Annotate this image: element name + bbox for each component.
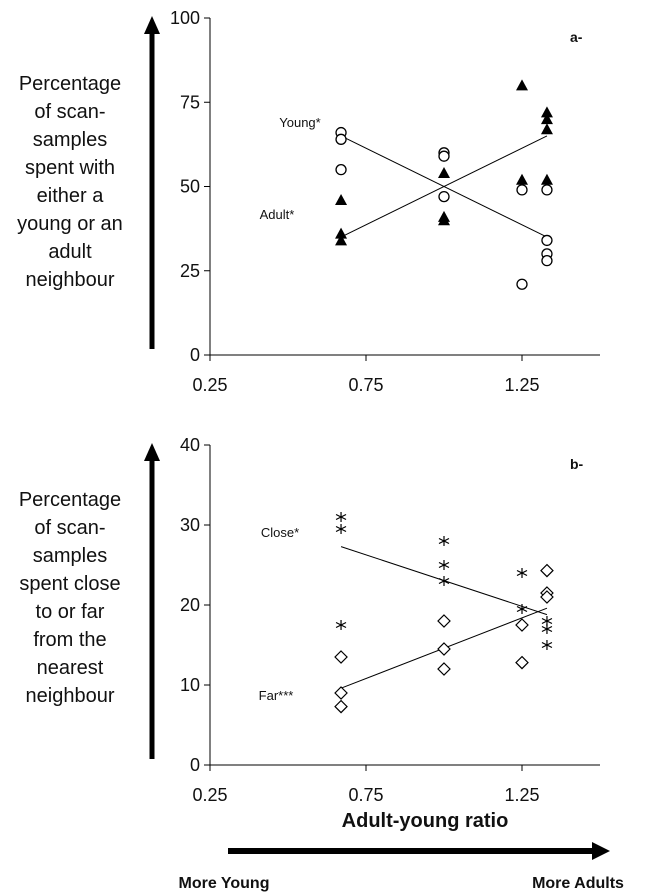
data-point-diamond (334, 699, 348, 714)
data-point-triangle (438, 214, 450, 226)
panel-a-y-axis-label: Percentage of scan- samples spent with e… (17, 73, 123, 291)
x-tick-label: 0.25 (192, 785, 227, 805)
data-point-diamond (515, 618, 529, 632)
y-tick-label: 50 (180, 177, 200, 197)
data-point-diamond (437, 662, 451, 676)
panel-a: 0 25 50 75 100 0.25 0.75 1.25 a- Young* Adult* (144, 8, 600, 395)
data-point-circle (541, 254, 553, 267)
asterisk-stroke (516, 569, 528, 577)
data-point-diamond (334, 686, 348, 700)
asterisk-stroke (335, 513, 347, 521)
panel-b-y-axis-label: Percentage of scan- samples spent close … (18, 489, 122, 707)
asterisk-stroke (335, 621, 347, 629)
y-tick-label: 40 (180, 435, 200, 455)
data-point-triangle (540, 113, 553, 125)
y-tick-label: 75 (180, 92, 200, 112)
data-point-asterisk (335, 620, 347, 630)
asterisk-stroke (335, 525, 347, 533)
data-point-triangle (516, 79, 528, 91)
y-tick-label: 20 (180, 595, 200, 615)
x-direction-arrowhead-icon (592, 842, 610, 860)
y-direction-arrowhead-icon (144, 16, 160, 34)
data-point-circle (335, 133, 347, 145)
data-point-triangle (438, 167, 450, 179)
x-tick-label: 1.25 (504, 785, 539, 805)
data-point-triangle (540, 106, 553, 118)
asterisk-stroke (438, 561, 450, 569)
data-point-diamond (540, 563, 554, 578)
data-point-triangle (540, 173, 553, 185)
data-point-circle (335, 163, 347, 176)
data-point-circle (516, 278, 528, 290)
data-point-asterisk (438, 576, 450, 586)
data-point-diamond (334, 650, 348, 664)
data-point-asterisk (335, 512, 347, 522)
x-axis-title: Adult-young ratio (342, 810, 509, 832)
data-point-asterisk (516, 604, 528, 614)
asterisk-stroke (541, 625, 553, 633)
data-point-triangle (516, 173, 528, 185)
y-tick-label: 30 (180, 515, 200, 535)
x-tick-label: 0.75 (348, 785, 383, 805)
panel-tag: b- (570, 456, 584, 472)
data-point-circle (438, 150, 450, 162)
data-point-triangle (540, 123, 553, 135)
x-tick-label: 1.25 (504, 375, 539, 395)
data-point-asterisk (438, 560, 450, 570)
data-point-circle (516, 184, 528, 196)
asterisk-stroke (541, 641, 553, 649)
y-direction-arrowhead-icon (144, 443, 160, 461)
y-tick-label: 25 (180, 261, 200, 281)
y-tick-label: 10 (180, 675, 200, 695)
data-point-asterisk (438, 536, 450, 546)
data-point-asterisk (516, 568, 528, 578)
x-axis-left-end: More Young (179, 875, 270, 892)
data-point-diamond (540, 590, 554, 604)
data-point-asterisk (541, 624, 553, 634)
data-point-circle (541, 234, 553, 247)
shared-x-axis: Adult-young ratio More Young More Adults (179, 810, 625, 892)
x-tick-label: 0.25 (192, 375, 227, 395)
y-tick-label: 0 (190, 755, 200, 775)
data-point-circle (438, 190, 450, 203)
data-point-triangle (335, 234, 348, 246)
series-label: Close* (261, 525, 299, 540)
series-label: Adult* (260, 207, 295, 222)
trend-line (340, 135, 548, 238)
series-label: Young* (279, 115, 320, 130)
data-point-circle (541, 184, 553, 196)
x-tick-label: 0.75 (348, 375, 383, 395)
series-label: Far*** (259, 688, 294, 703)
data-point-triangle (335, 193, 348, 205)
asterisk-stroke (438, 577, 450, 585)
panel-b: 0 10 20 30 40 0.25 0.75 1.25 b- Close* Far*** (144, 435, 600, 805)
data-point-diamond (437, 614, 451, 628)
data-point-diamond (437, 642, 451, 656)
data-point-diamond (515, 655, 529, 670)
y-tick-label: 0 (190, 345, 200, 365)
data-point-asterisk (335, 524, 347, 534)
asterisk-stroke (516, 605, 528, 613)
data-point-asterisk (541, 640, 553, 650)
x-axis-right-end: More Adults (532, 875, 624, 892)
asterisk-stroke (438, 537, 450, 545)
panel-tag: a- (570, 29, 583, 45)
asterisk-stroke (541, 617, 553, 625)
y-tick-label: 100 (170, 8, 200, 28)
data-point-triangle (335, 227, 348, 239)
